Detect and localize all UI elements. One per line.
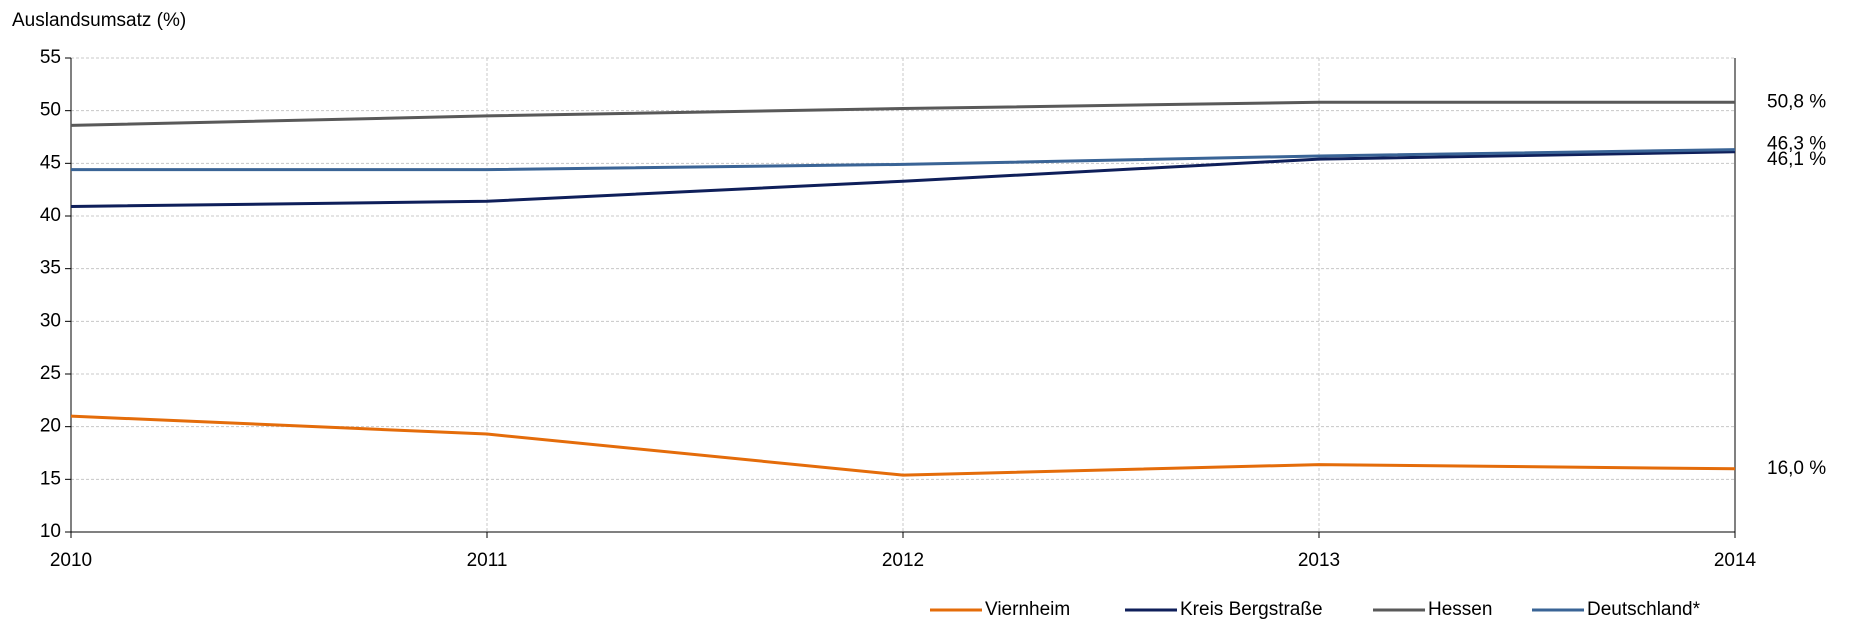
x-tick-label: 2011 <box>467 550 508 571</box>
series-line <box>70 414 1736 477</box>
y-axis-label: Auslandsumsatz (%) <box>12 10 186 31</box>
y-tick-label: 10 <box>40 521 61 542</box>
end-label: 50,8 % <box>1767 91 1826 112</box>
legend-label: Viernheim <box>985 599 1070 620</box>
x-tick-label: 2012 <box>882 550 924 571</box>
y-tick-label: 15 <box>40 468 61 489</box>
end-label: 46,3 % <box>1767 134 1826 155</box>
y-tick-label: 50 <box>40 100 61 121</box>
x-tick-label: 2010 <box>50 550 92 571</box>
series-line <box>70 150 1736 209</box>
y-tick-label: 45 <box>40 152 61 173</box>
y-tick-label: 35 <box>40 258 61 279</box>
end-label: 16,0 % <box>1767 458 1826 479</box>
y-tick-label: 40 <box>40 205 61 226</box>
y-tick-label: 25 <box>40 363 61 384</box>
y-tick-label: 20 <box>40 416 61 437</box>
legend-label: Deutschland* <box>1587 599 1701 620</box>
x-tick-label: 2014 <box>1714 550 1757 571</box>
series-line <box>71 148 1736 172</box>
x-tick-label: 2013 <box>1298 550 1340 571</box>
y-tick-label: 30 <box>40 310 61 331</box>
series-line <box>70 100 1735 127</box>
end-label: 46,1 % <box>1767 149 1826 170</box>
legend-label: Kreis Bergstraße <box>1180 599 1323 620</box>
y-tick-label: 55 <box>40 47 61 68</box>
legend-label: Hessen <box>1428 599 1492 620</box>
